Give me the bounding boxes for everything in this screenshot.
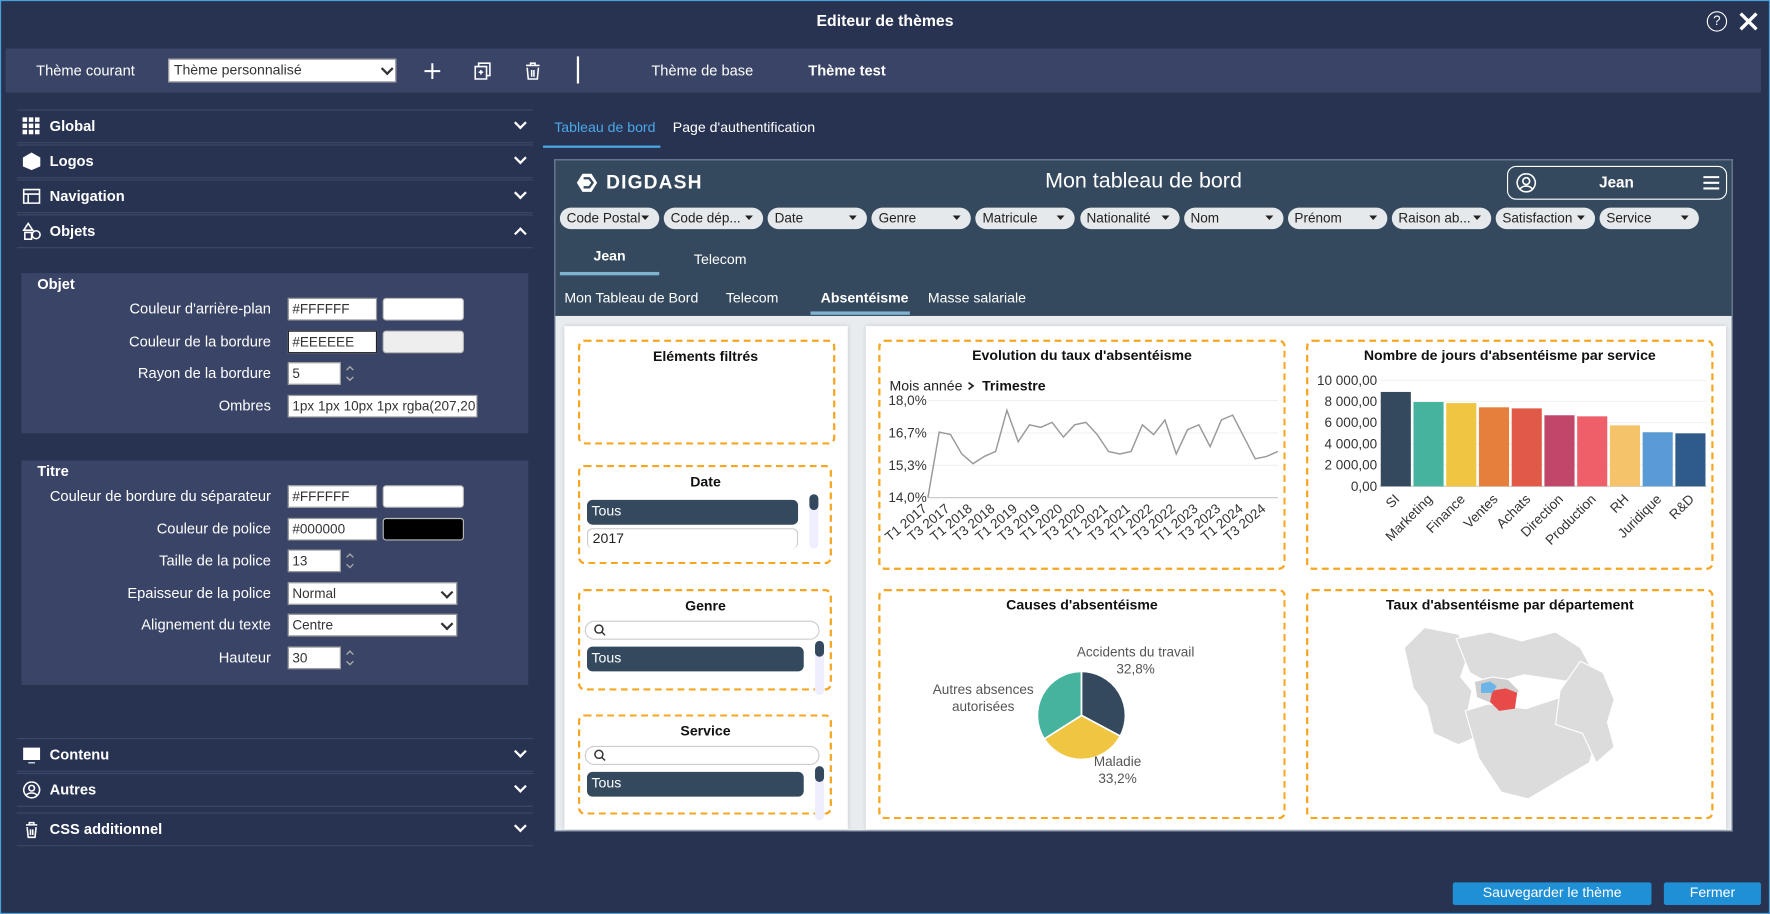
footer-button[interactable]: Fermer xyxy=(1664,882,1761,905)
footer-button[interactable]: Sauvegarder le thème xyxy=(1453,882,1652,905)
